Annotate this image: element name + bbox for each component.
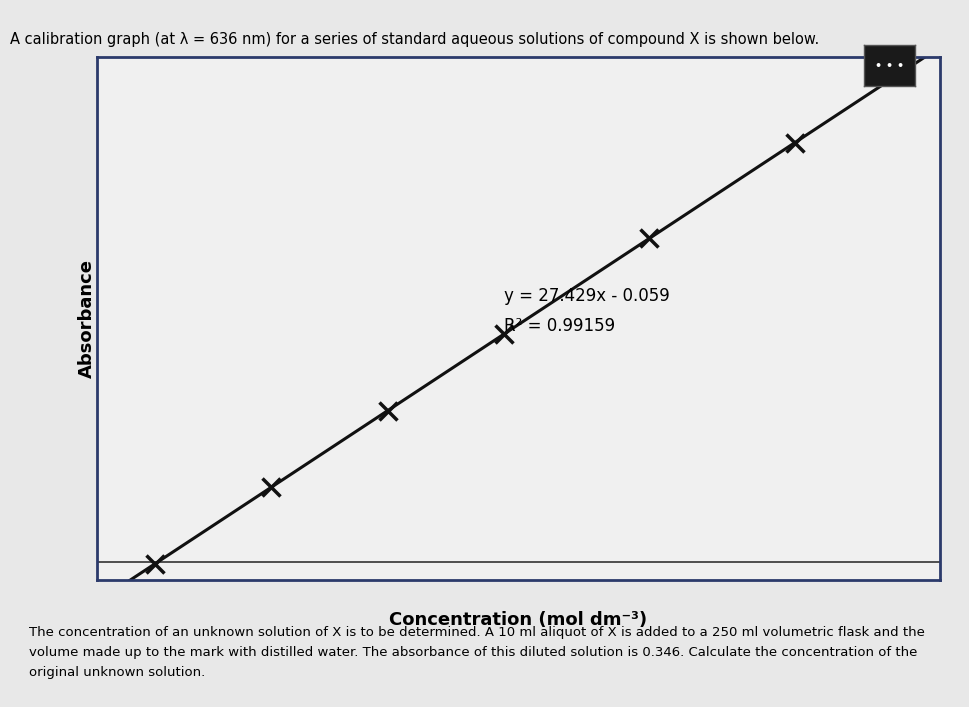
Text: Absorbance: Absorbance (78, 259, 96, 378)
Text: The concentration of an unknown solution of X is to be determined. A 10 ml aliqu: The concentration of an unknown solution… (29, 626, 925, 679)
Text: A calibration graph (at λ = 636 nm) for a series of standard aqueous solutions o: A calibration graph (at λ = 636 nm) for … (10, 32, 819, 47)
Text: y = 27.429x - 0.059
R² = 0.99159: y = 27.429x - 0.059 R² = 0.99159 (504, 287, 670, 336)
Text: • • •: • • • (875, 61, 904, 71)
Text: Concentration (mol dm⁻³): Concentration (mol dm⁻³) (390, 611, 647, 629)
